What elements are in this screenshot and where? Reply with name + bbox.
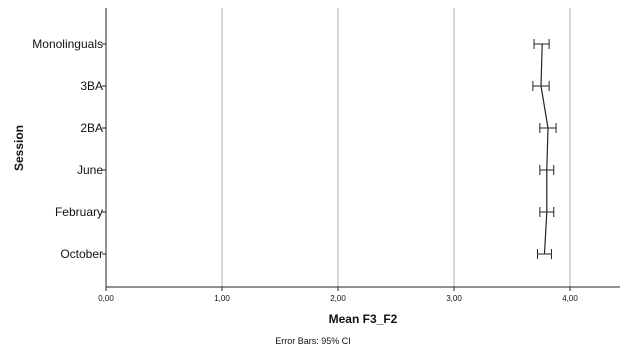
x-tick-label-2: 2,00 — [330, 294, 346, 303]
category-label-2: 2BA — [80, 121, 103, 135]
error-bars-footnote: Error Bars: 95% CI — [275, 336, 351, 346]
x-tick-label-0: 0,00 — [98, 294, 114, 303]
error-bar-1 — [532, 81, 550, 91]
error-bar-0 — [533, 39, 550, 49]
series-line-layer — [540, 43, 549, 255]
x-tick-label-4: 4,00 — [562, 294, 578, 303]
category-label-0: Monolinguals — [32, 37, 103, 51]
error-bar-2 — [539, 123, 557, 133]
category-label-1: 3BA — [80, 79, 103, 93]
plot-frame — [105, 8, 620, 288]
category-label-4: February — [55, 205, 103, 219]
error-bar-4 — [539, 207, 555, 217]
error-bar-3 — [539, 165, 555, 175]
y-axis-title: Session — [12, 125, 26, 171]
category-label-5: October — [60, 247, 103, 261]
x-axis-title: Mean F3_F2 — [329, 312, 398, 326]
error-bar-5 — [537, 249, 552, 259]
gridlines — [221, 8, 571, 287]
x-tick-label-3: 3,00 — [446, 294, 462, 303]
error-bars — [532, 39, 557, 259]
x-tick-labels: 0,00 1,00 2,00 3,00 4,00 — [98, 287, 578, 303]
category-labels: Monolinguals 3BA 2BA June February October — [32, 37, 106, 261]
category-label-3: June — [77, 163, 103, 177]
mean-line — [540, 43, 549, 255]
x-tick-label-1: 1,00 — [214, 294, 230, 303]
